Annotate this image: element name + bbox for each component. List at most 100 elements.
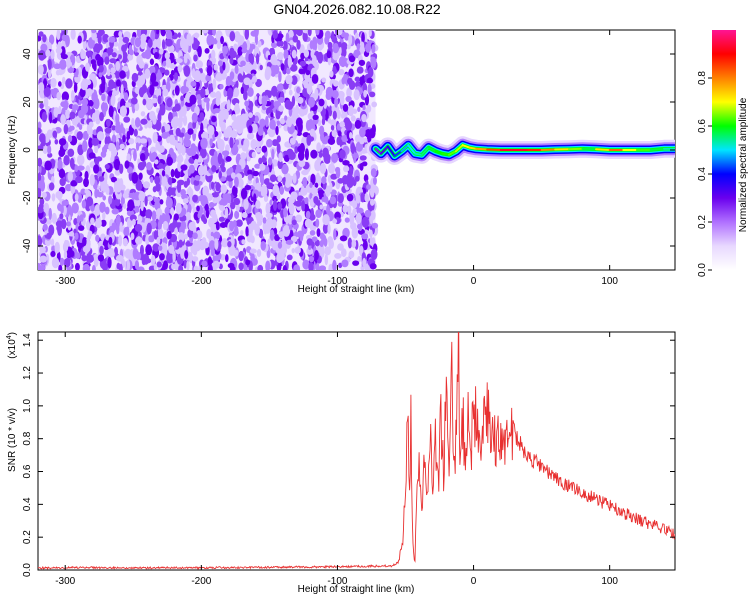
noise-blob <box>191 256 199 262</box>
noise-blob <box>361 233 369 240</box>
noise-blob <box>191 112 198 123</box>
noise-blob <box>257 126 264 136</box>
noise-blob <box>206 99 210 112</box>
noise-blob <box>253 193 257 205</box>
noise-blob <box>38 186 42 199</box>
noise-blob <box>309 40 314 50</box>
noise-blob <box>94 204 101 216</box>
noise-blob <box>107 256 112 269</box>
noise-blob <box>290 75 298 86</box>
noise-blob <box>207 124 215 136</box>
noise-blob <box>338 69 345 76</box>
noise-blob <box>291 248 296 254</box>
noise-blob <box>138 172 143 180</box>
noise-blob <box>289 64 298 72</box>
noise-blob <box>101 262 109 270</box>
noise-blob <box>40 43 48 52</box>
noise-blob <box>58 81 62 87</box>
noise-blob <box>42 223 48 231</box>
noise-blob <box>294 104 300 116</box>
noise-blob <box>58 138 67 146</box>
snr-y-axis: 0.0 0.2 0.4 0.6 0.8 1.0 1.2 1.4 <box>22 333 675 577</box>
noise-blob <box>315 218 320 228</box>
noise-blob <box>177 118 183 129</box>
noise-blob <box>266 128 274 135</box>
noise-blob <box>159 253 165 261</box>
noise-blob <box>236 164 242 172</box>
noise-blob <box>332 259 337 270</box>
noise-blob <box>196 205 200 212</box>
noise-blob <box>127 192 135 198</box>
noise-blob <box>205 208 210 219</box>
noise-region <box>38 30 379 270</box>
noise-blob <box>331 105 336 113</box>
noise-blob <box>59 59 67 70</box>
noise-blob <box>238 35 245 44</box>
noise-blob <box>75 252 81 260</box>
noise-blob <box>39 197 45 206</box>
noise-blob <box>346 87 352 98</box>
noise-blob <box>135 236 143 245</box>
noise-blob <box>137 215 143 223</box>
noise-blob <box>154 175 161 185</box>
noise-blob <box>134 260 140 270</box>
noise-blob <box>367 66 374 78</box>
noise-blob <box>68 231 75 237</box>
noise-blob <box>276 40 282 47</box>
noise-blob <box>186 203 192 215</box>
noise-blob <box>327 56 332 66</box>
noise-blob <box>257 214 264 221</box>
noise-blob <box>312 36 318 48</box>
noise-blob <box>257 264 264 270</box>
noise-blob <box>192 249 198 256</box>
noise-blob <box>43 86 51 98</box>
noise-blob <box>145 244 153 256</box>
noise-blob <box>142 98 147 106</box>
noise-blob <box>292 173 297 184</box>
noise-blob <box>329 182 333 193</box>
noise-blob <box>54 139 59 145</box>
noise-blob <box>340 95 345 106</box>
noise-blob <box>38 82 45 93</box>
signal-core <box>441 152 451 156</box>
noise-blob <box>96 43 103 51</box>
noise-blob <box>71 104 79 111</box>
noise-blob <box>134 37 142 48</box>
noise-blob <box>173 213 180 221</box>
noise-blob <box>316 228 321 237</box>
noise-blob <box>350 142 356 154</box>
colorbar-axis: 0.0 0.2 0.4 0.6 0.8 <box>697 71 712 277</box>
noise-blob <box>298 68 305 75</box>
noise-blob <box>48 111 53 124</box>
y-tick-label: 0.6 <box>22 464 33 478</box>
noise-blob <box>229 265 236 270</box>
noise-blob <box>38 262 42 270</box>
noise-blob <box>241 239 246 245</box>
noise-blob <box>44 160 52 171</box>
noise-blob <box>309 128 316 137</box>
noise-blob <box>241 47 248 54</box>
noise-blob <box>132 247 139 260</box>
noise-blob <box>95 234 100 242</box>
noise-blob <box>94 157 100 166</box>
noise-blob <box>188 186 192 195</box>
noise-blob <box>322 113 326 122</box>
noise-blob <box>214 238 219 250</box>
noise-blob <box>219 221 227 228</box>
noise-blob <box>108 105 114 118</box>
noise-blob <box>202 217 208 225</box>
noise-blob <box>236 219 243 227</box>
noise-blob <box>277 52 284 61</box>
noise-blob <box>150 30 156 42</box>
x-tick-label: 100 <box>601 276 618 287</box>
noise-blob <box>296 86 301 94</box>
snr-frame <box>37 331 676 571</box>
noise-blob <box>266 138 273 148</box>
noise-blob <box>301 200 306 212</box>
noise-blob <box>323 237 328 247</box>
noise-blob <box>79 214 84 222</box>
noise-blob <box>228 79 233 86</box>
noise-blob <box>277 202 283 210</box>
x-tick-label: -100 <box>327 276 347 287</box>
noise-blob <box>270 112 274 118</box>
